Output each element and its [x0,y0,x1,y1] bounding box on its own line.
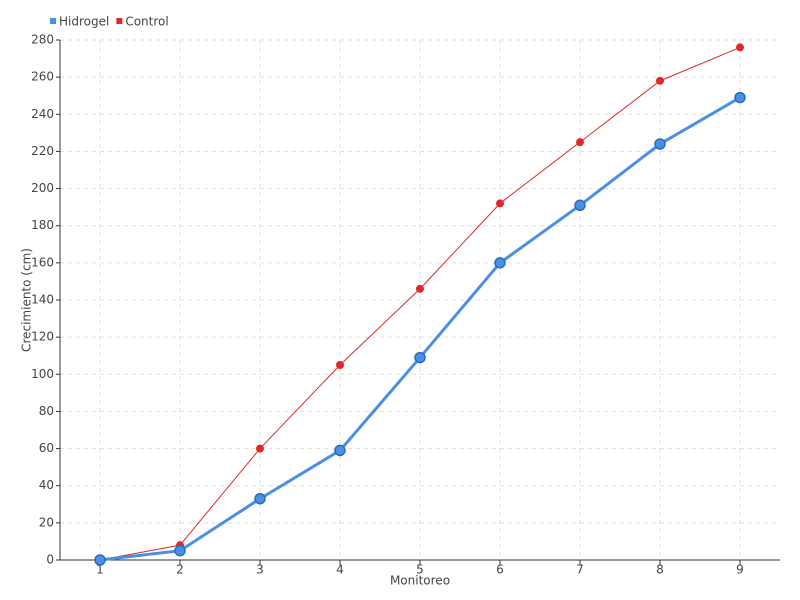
y-tick-label: 20 [39,515,54,529]
x-tick-label: 9 [736,563,744,577]
y-tick-label: 120 [31,330,54,344]
data-point [94,554,106,566]
data-point [336,361,344,369]
data-point [574,199,586,212]
x-axis-label: Monitoreo [390,574,450,588]
data-point [254,492,266,505]
data-point [576,138,584,147]
x-tick-label: 3 [256,563,264,577]
y-tick-label: 260 [31,70,54,84]
data-point [496,199,504,208]
x-tick-label: 6 [496,563,504,577]
y-tick-label: 60 [39,441,54,455]
y-tick-label: 200 [31,181,54,195]
y-tick-label: 140 [31,293,54,307]
x-tick-label: 1 [96,563,104,577]
y-tick-label: 0 [46,553,54,567]
y-tick-label: 160 [31,255,54,269]
y-tick-label: 280 [31,33,54,47]
x-tick-label: 4 [336,563,344,577]
y-tick-label: 180 [31,218,54,232]
y-tick-label: 40 [39,478,54,492]
y-tick-label: 80 [39,404,54,418]
data-point [654,138,666,150]
data-point [256,444,264,453]
y-axis-label: Crecimiento (cm) [20,248,34,352]
x-tick-label: 7 [576,563,584,577]
data-point [494,257,506,269]
data-point [416,284,424,293]
legend-swatch [116,18,123,24]
data-point [414,351,426,364]
x-tick-label: 2 [176,563,184,577]
y-tick-label: 100 [31,367,54,381]
y-tick-label: 220 [31,144,54,158]
data-point [734,91,746,104]
legend-swatch [50,18,56,24]
y-tick-label: 240 [31,107,54,121]
x-tick-label: 5 [416,563,424,577]
data-point [174,544,186,557]
data-point [334,444,346,457]
data-point [656,76,664,85]
data-point [736,43,744,52]
legend-label: Hidrogel [59,15,109,29]
legend-label: Control [125,15,168,29]
x-tick-label: 8 [656,563,664,577]
